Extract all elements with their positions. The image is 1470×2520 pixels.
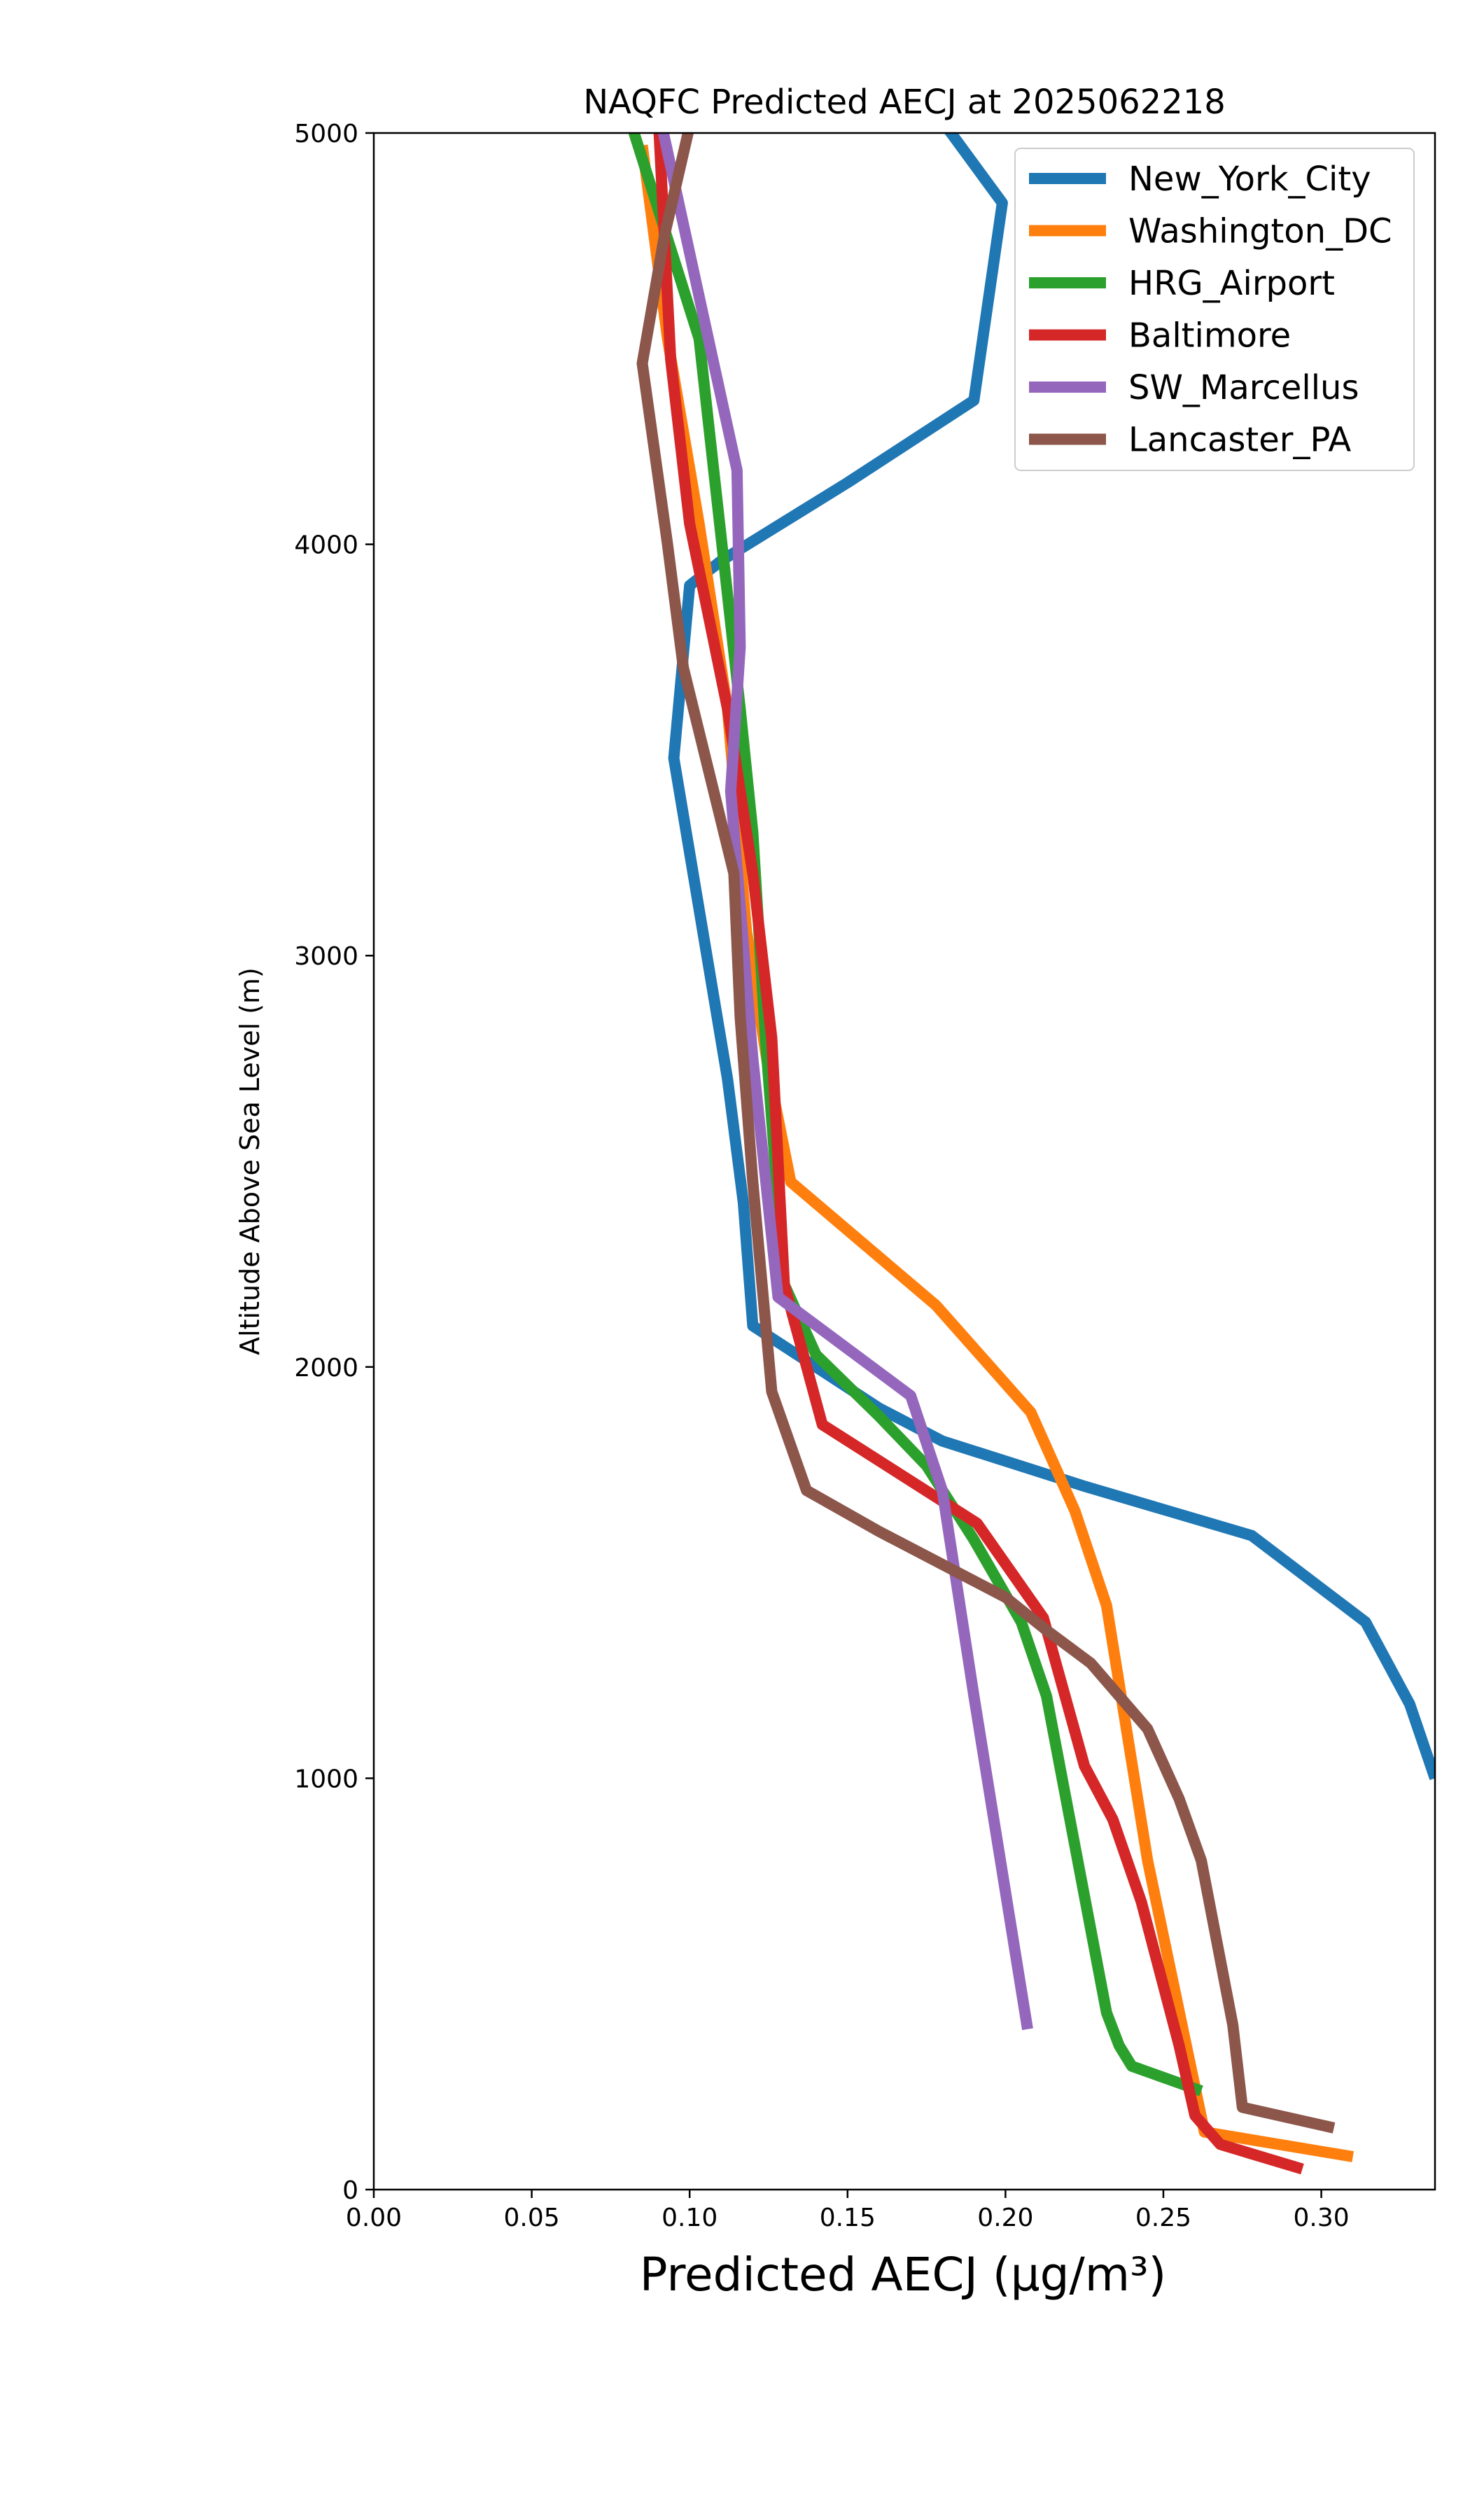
series-line-lancaster-pa	[636, 133, 1336, 2134]
x-tick-label: 0.15	[820, 2204, 876, 2232]
plot-frame	[372, 132, 1436, 2191]
y-tick-label: 5000	[294, 120, 358, 148]
legend-box	[1014, 148, 1415, 471]
x-axis-label: Predicted AECJ (μg/m³)	[640, 2248, 1167, 2302]
series-layer	[628, 133, 1435, 2175]
y-tick-label: 4000	[294, 531, 358, 560]
legend: New_York_City Washington_DC HRG_Airport Bal…	[1014, 148, 1415, 471]
legend-label: Lancaster_PA	[1128, 421, 1351, 460]
chart-title: NAQFC Predicted AECJ at 2025062218	[583, 83, 1226, 122]
legend-label: New_York_City	[1128, 160, 1371, 199]
y-axis: 0 1000 2000 3000 4000 5000	[294, 120, 374, 2205]
x-tick-label: 0.30	[1293, 2204, 1349, 2232]
series-line-baltimore	[653, 133, 1304, 2175]
x-axis: 0.00 0.05 0.10 0.15 0.20 0.25 0.30	[346, 2190, 1350, 2232]
y-axis-label: Altitude Above Sea Level (m)	[234, 967, 265, 1355]
legend-label: HRG_Airport	[1128, 264, 1335, 303]
series-line-sw-marcellus	[657, 133, 1033, 2031]
legend-label: Washington_DC	[1128, 212, 1392, 251]
x-tick-label: 0.20	[977, 2204, 1033, 2232]
legend-label: Baltimore	[1128, 316, 1291, 356]
y-tick-label: 0	[342, 2176, 358, 2205]
legend-label: SW_Marcellus	[1128, 368, 1359, 407]
x-tick-label: 0.00	[346, 2204, 402, 2232]
series-line-washington-dc	[636, 144, 1354, 2162]
y-tick-label: 3000	[294, 942, 358, 971]
x-tick-label: 0.10	[662, 2204, 718, 2232]
series-line-hrg-airport	[628, 133, 1203, 2096]
y-tick-label: 1000	[294, 1765, 358, 1793]
x-tick-label: 0.05	[504, 2204, 560, 2232]
y-tick-label: 2000	[294, 1354, 358, 1382]
series-line-new-york-city	[668, 133, 1435, 1780]
x-tick-label: 0.25	[1135, 2204, 1191, 2232]
